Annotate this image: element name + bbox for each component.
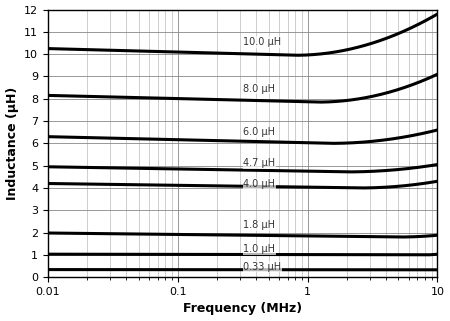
- Text: 4.7 μH: 4.7 μH: [243, 159, 275, 169]
- Text: 8.0 μH: 8.0 μH: [243, 84, 275, 94]
- Text: 0.33 μH: 0.33 μH: [243, 262, 282, 272]
- Text: 10.0 μH: 10.0 μH: [243, 37, 282, 47]
- Text: 6.0 μH: 6.0 μH: [243, 127, 275, 137]
- Y-axis label: Inductance (μH): Inductance (μH): [5, 87, 18, 200]
- Text: 1.0 μH: 1.0 μH: [243, 244, 275, 254]
- Text: 1.8 μH: 1.8 μH: [243, 221, 275, 230]
- X-axis label: Frequency (MHz): Frequency (MHz): [183, 302, 302, 316]
- Text: 4.0 μH: 4.0 μH: [243, 178, 275, 188]
